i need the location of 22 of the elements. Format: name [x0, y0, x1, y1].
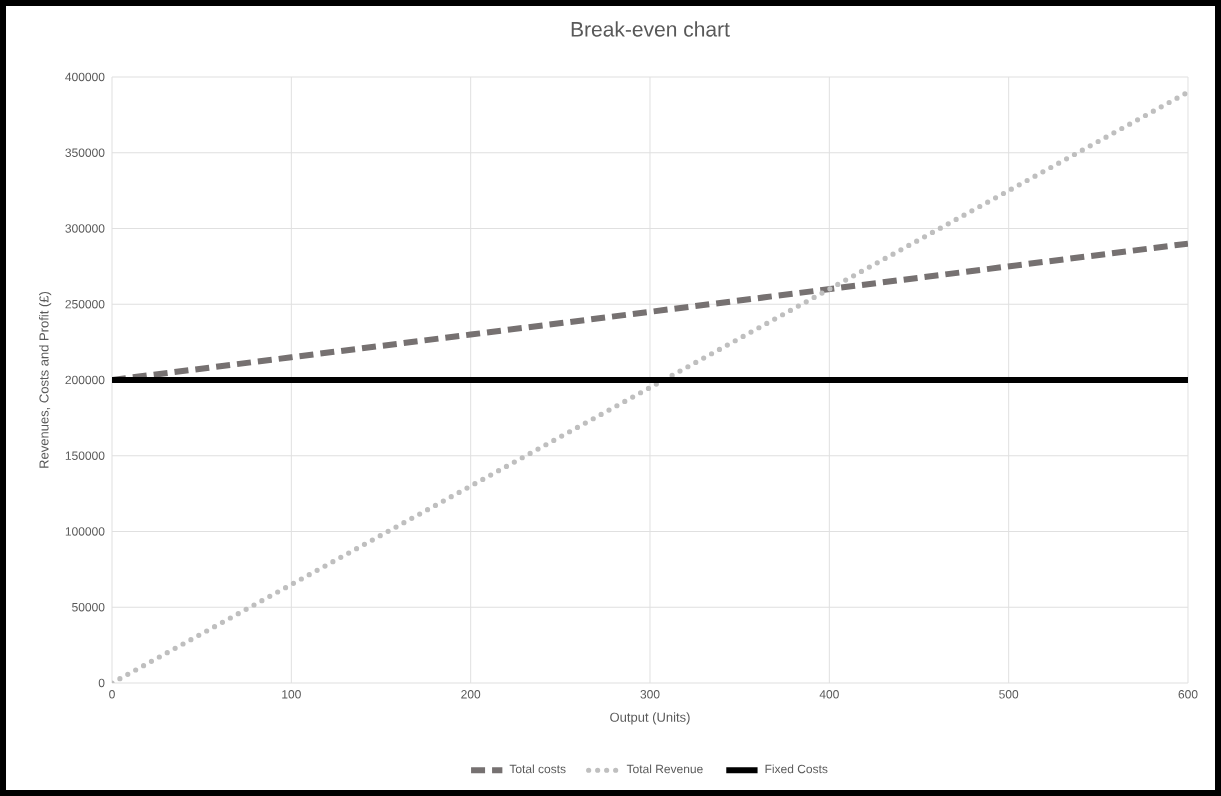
y-tick-label: 250000 — [65, 300, 105, 309]
x-tick-label: 500 — [999, 690, 1019, 699]
legend-label: Total costs — [509, 764, 566, 774]
y-tick-label: 300000 — [65, 224, 105, 233]
y-tick-label: 350000 — [65, 148, 105, 157]
x-tick-label: 0 — [109, 690, 115, 699]
x-tick-label: 400 — [819, 690, 839, 699]
legend-label: Fixed Costs — [765, 764, 828, 774]
y-tick-label: 100000 — [65, 527, 105, 536]
y-axis-title: Revenues, Costs and Profit (£) — [39, 291, 52, 468]
x-tick-label: 600 — [1178, 690, 1198, 699]
legend-label: Total Revenue — [626, 764, 703, 774]
chart-title: Break-even chart — [571, 21, 730, 37]
x-tick-label: 200 — [461, 690, 481, 699]
y-tick-label: 50000 — [72, 602, 105, 612]
y-tick-label: 400000 — [65, 72, 105, 82]
x-axis-title: Output (Units) — [610, 712, 690, 725]
y-tick-label: 150000 — [65, 451, 105, 460]
x-tick-label: 100 — [282, 690, 301, 699]
y-tick-label: 200000 — [65, 375, 105, 385]
x-tick-label: 300 — [640, 690, 660, 699]
y-tick-label: 0 — [98, 678, 105, 688]
